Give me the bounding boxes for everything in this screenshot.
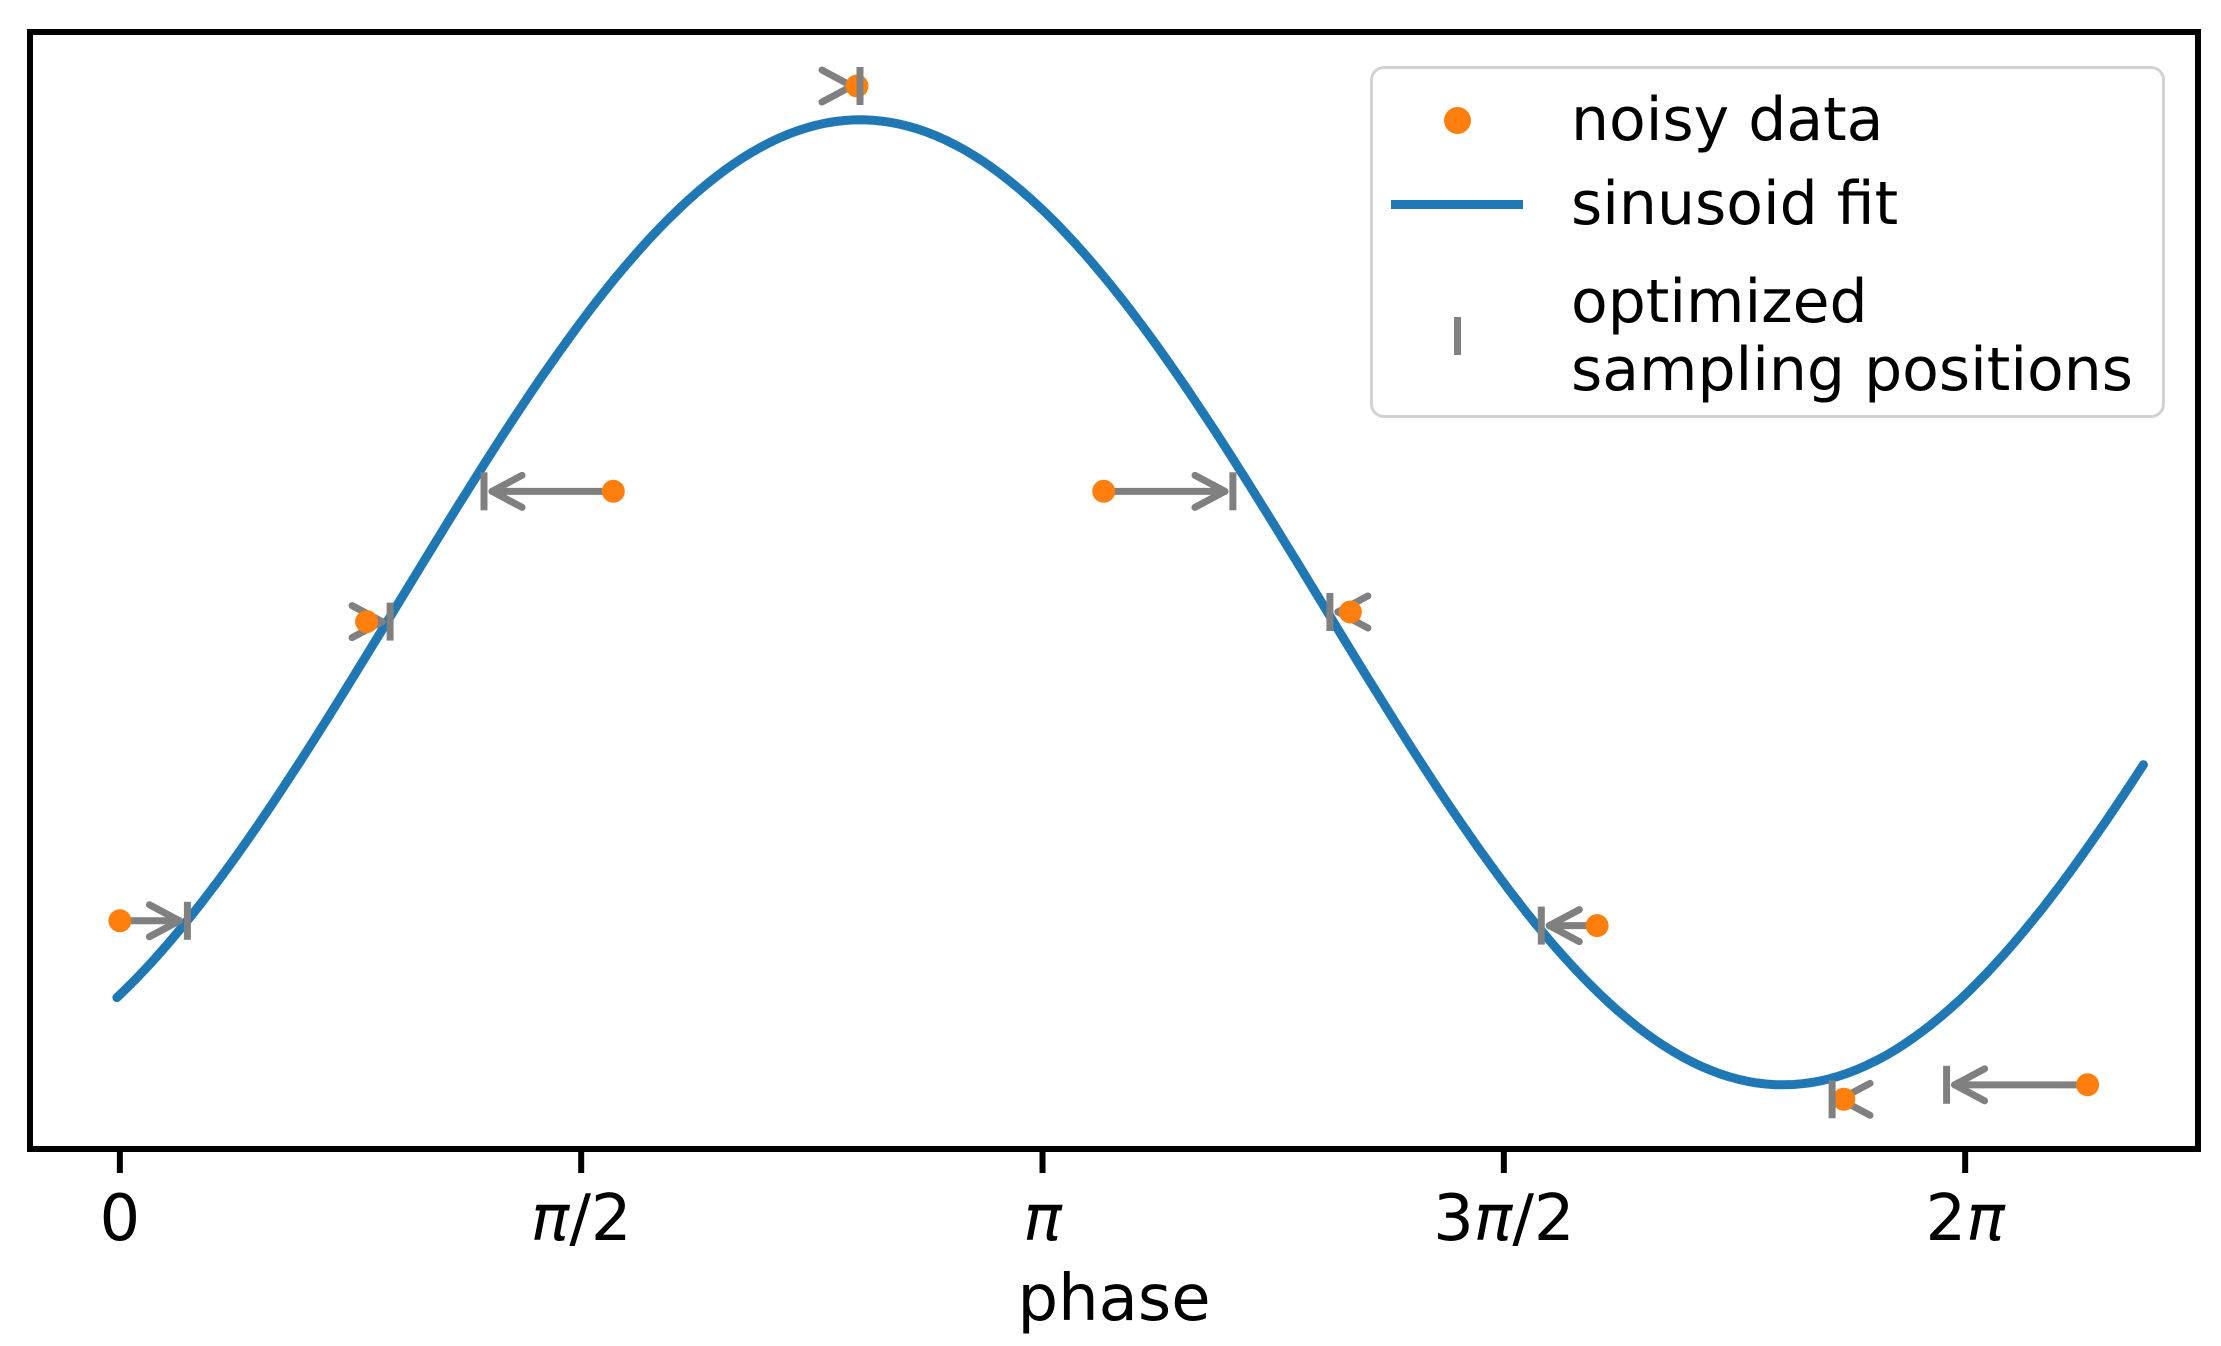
noisy-data-point (1585, 914, 1609, 938)
legend-marker-col (1383, 106, 1531, 134)
sampling-position-tick (480, 472, 488, 511)
sinusoid-fit-curve (112, 115, 2148, 1090)
legend-label-sinusoid-fit: sinusoid fit (1571, 169, 1899, 239)
x-axis-tick-label: π (1023, 1182, 1063, 1256)
plot-frame (27, 29, 2201, 1152)
shift-arrow-segment (1951, 1065, 1989, 1089)
legend-marker-col (1383, 199, 1531, 209)
legend-entry-noisy-data: noisy data (1383, 83, 2162, 157)
shift-arrow (1951, 1065, 2092, 1105)
noisy-data-point (355, 610, 379, 634)
sampling-position-tick (1229, 472, 1237, 511)
x-axis-tick-label: π/2 (531, 1182, 632, 1256)
noisy-data-point (1832, 1087, 1856, 1111)
legend-label-line-1: optimized (1571, 267, 1868, 337)
legend: noisy data sinusoid fit optimized sampli… (1370, 66, 2165, 418)
sampling-position-tick (183, 901, 191, 940)
x-axis-tick-label: 2π (1926, 1182, 2007, 1256)
sampling-position-tick (1537, 906, 1545, 945)
shift-arrow-segment (145, 901, 183, 925)
legend-entry-sampling-positions: optimized sampling positions (1383, 251, 2162, 421)
sampling-position-tick (1828, 1080, 1836, 1119)
noisy-data-point (1092, 479, 1116, 503)
shift-arrow-segment (488, 471, 526, 495)
legend-label-noisy-data: noisy data (1571, 85, 1884, 155)
noisy-data-point (108, 909, 132, 933)
shift-arrow-segment (488, 487, 526, 511)
x-axis-tick-label: 3π/2 (1433, 1182, 1575, 1256)
noisy-data-point (1338, 600, 1362, 624)
shift-arrow-segment (1545, 906, 1583, 930)
legend-entry-sinusoid-fit: sinusoid fit (1383, 157, 2162, 251)
shift-arrow-segment (1191, 471, 1229, 495)
x-axis-label: phase (1017, 1262, 1210, 1336)
shift-arrow-segment (1545, 922, 1583, 946)
legend-label-line-2: sampling positions (1571, 335, 2134, 405)
noisy-data-point (2076, 1073, 2100, 1097)
noisy-data-point (601, 479, 625, 503)
legend-label-sampling-positions: optimized sampling positions (1571, 268, 2133, 404)
shift-arrow-segment (1951, 1081, 1989, 1105)
legend-marker-col (1383, 317, 1531, 355)
shift-arrow (488, 471, 617, 511)
shift-arrow-segment (1191, 487, 1229, 511)
shift-arrow-segment (145, 917, 183, 941)
sampling-position-tick (386, 602, 394, 641)
sampling-position-marker-icon (1453, 317, 1461, 355)
shift-arrow (1100, 471, 1229, 511)
sampling-position-tick (856, 67, 864, 105)
x-axis-tick-label: 0 (100, 1182, 141, 1256)
sinusoid-fit-marker-icon (1391, 199, 1523, 209)
sampling-position-tick (1943, 1065, 1951, 1104)
sampling-position-tick (1326, 593, 1334, 631)
noisy-data-marker-icon (1443, 106, 1471, 134)
